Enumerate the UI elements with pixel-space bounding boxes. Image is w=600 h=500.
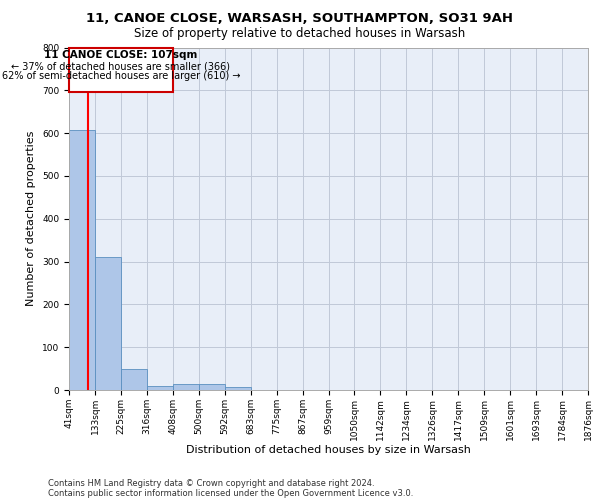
Text: ← 37% of detached houses are smaller (366): ← 37% of detached houses are smaller (36… xyxy=(11,61,230,71)
Text: 62% of semi-detached houses are larger (610) →: 62% of semi-detached houses are larger (… xyxy=(2,71,240,81)
Bar xyxy=(225,387,251,390)
Text: Contains HM Land Registry data © Crown copyright and database right 2024.: Contains HM Land Registry data © Crown c… xyxy=(48,478,374,488)
Y-axis label: Number of detached properties: Number of detached properties xyxy=(26,131,37,306)
Bar xyxy=(199,384,225,390)
Bar xyxy=(95,258,121,390)
FancyBboxPatch shape xyxy=(69,48,173,92)
Bar xyxy=(147,386,173,390)
Text: 11 CANOE CLOSE: 107sqm: 11 CANOE CLOSE: 107sqm xyxy=(44,50,197,60)
Bar xyxy=(121,368,147,390)
Bar xyxy=(173,384,199,390)
Text: Contains public sector information licensed under the Open Government Licence v3: Contains public sector information licen… xyxy=(48,488,413,498)
Text: 11, CANOE CLOSE, WARSASH, SOUTHAMPTON, SO31 9AH: 11, CANOE CLOSE, WARSASH, SOUTHAMPTON, S… xyxy=(86,12,514,26)
X-axis label: Distribution of detached houses by size in Warsash: Distribution of detached houses by size … xyxy=(186,446,471,456)
Text: Size of property relative to detached houses in Warsash: Size of property relative to detached ho… xyxy=(134,28,466,40)
Bar xyxy=(69,130,95,390)
